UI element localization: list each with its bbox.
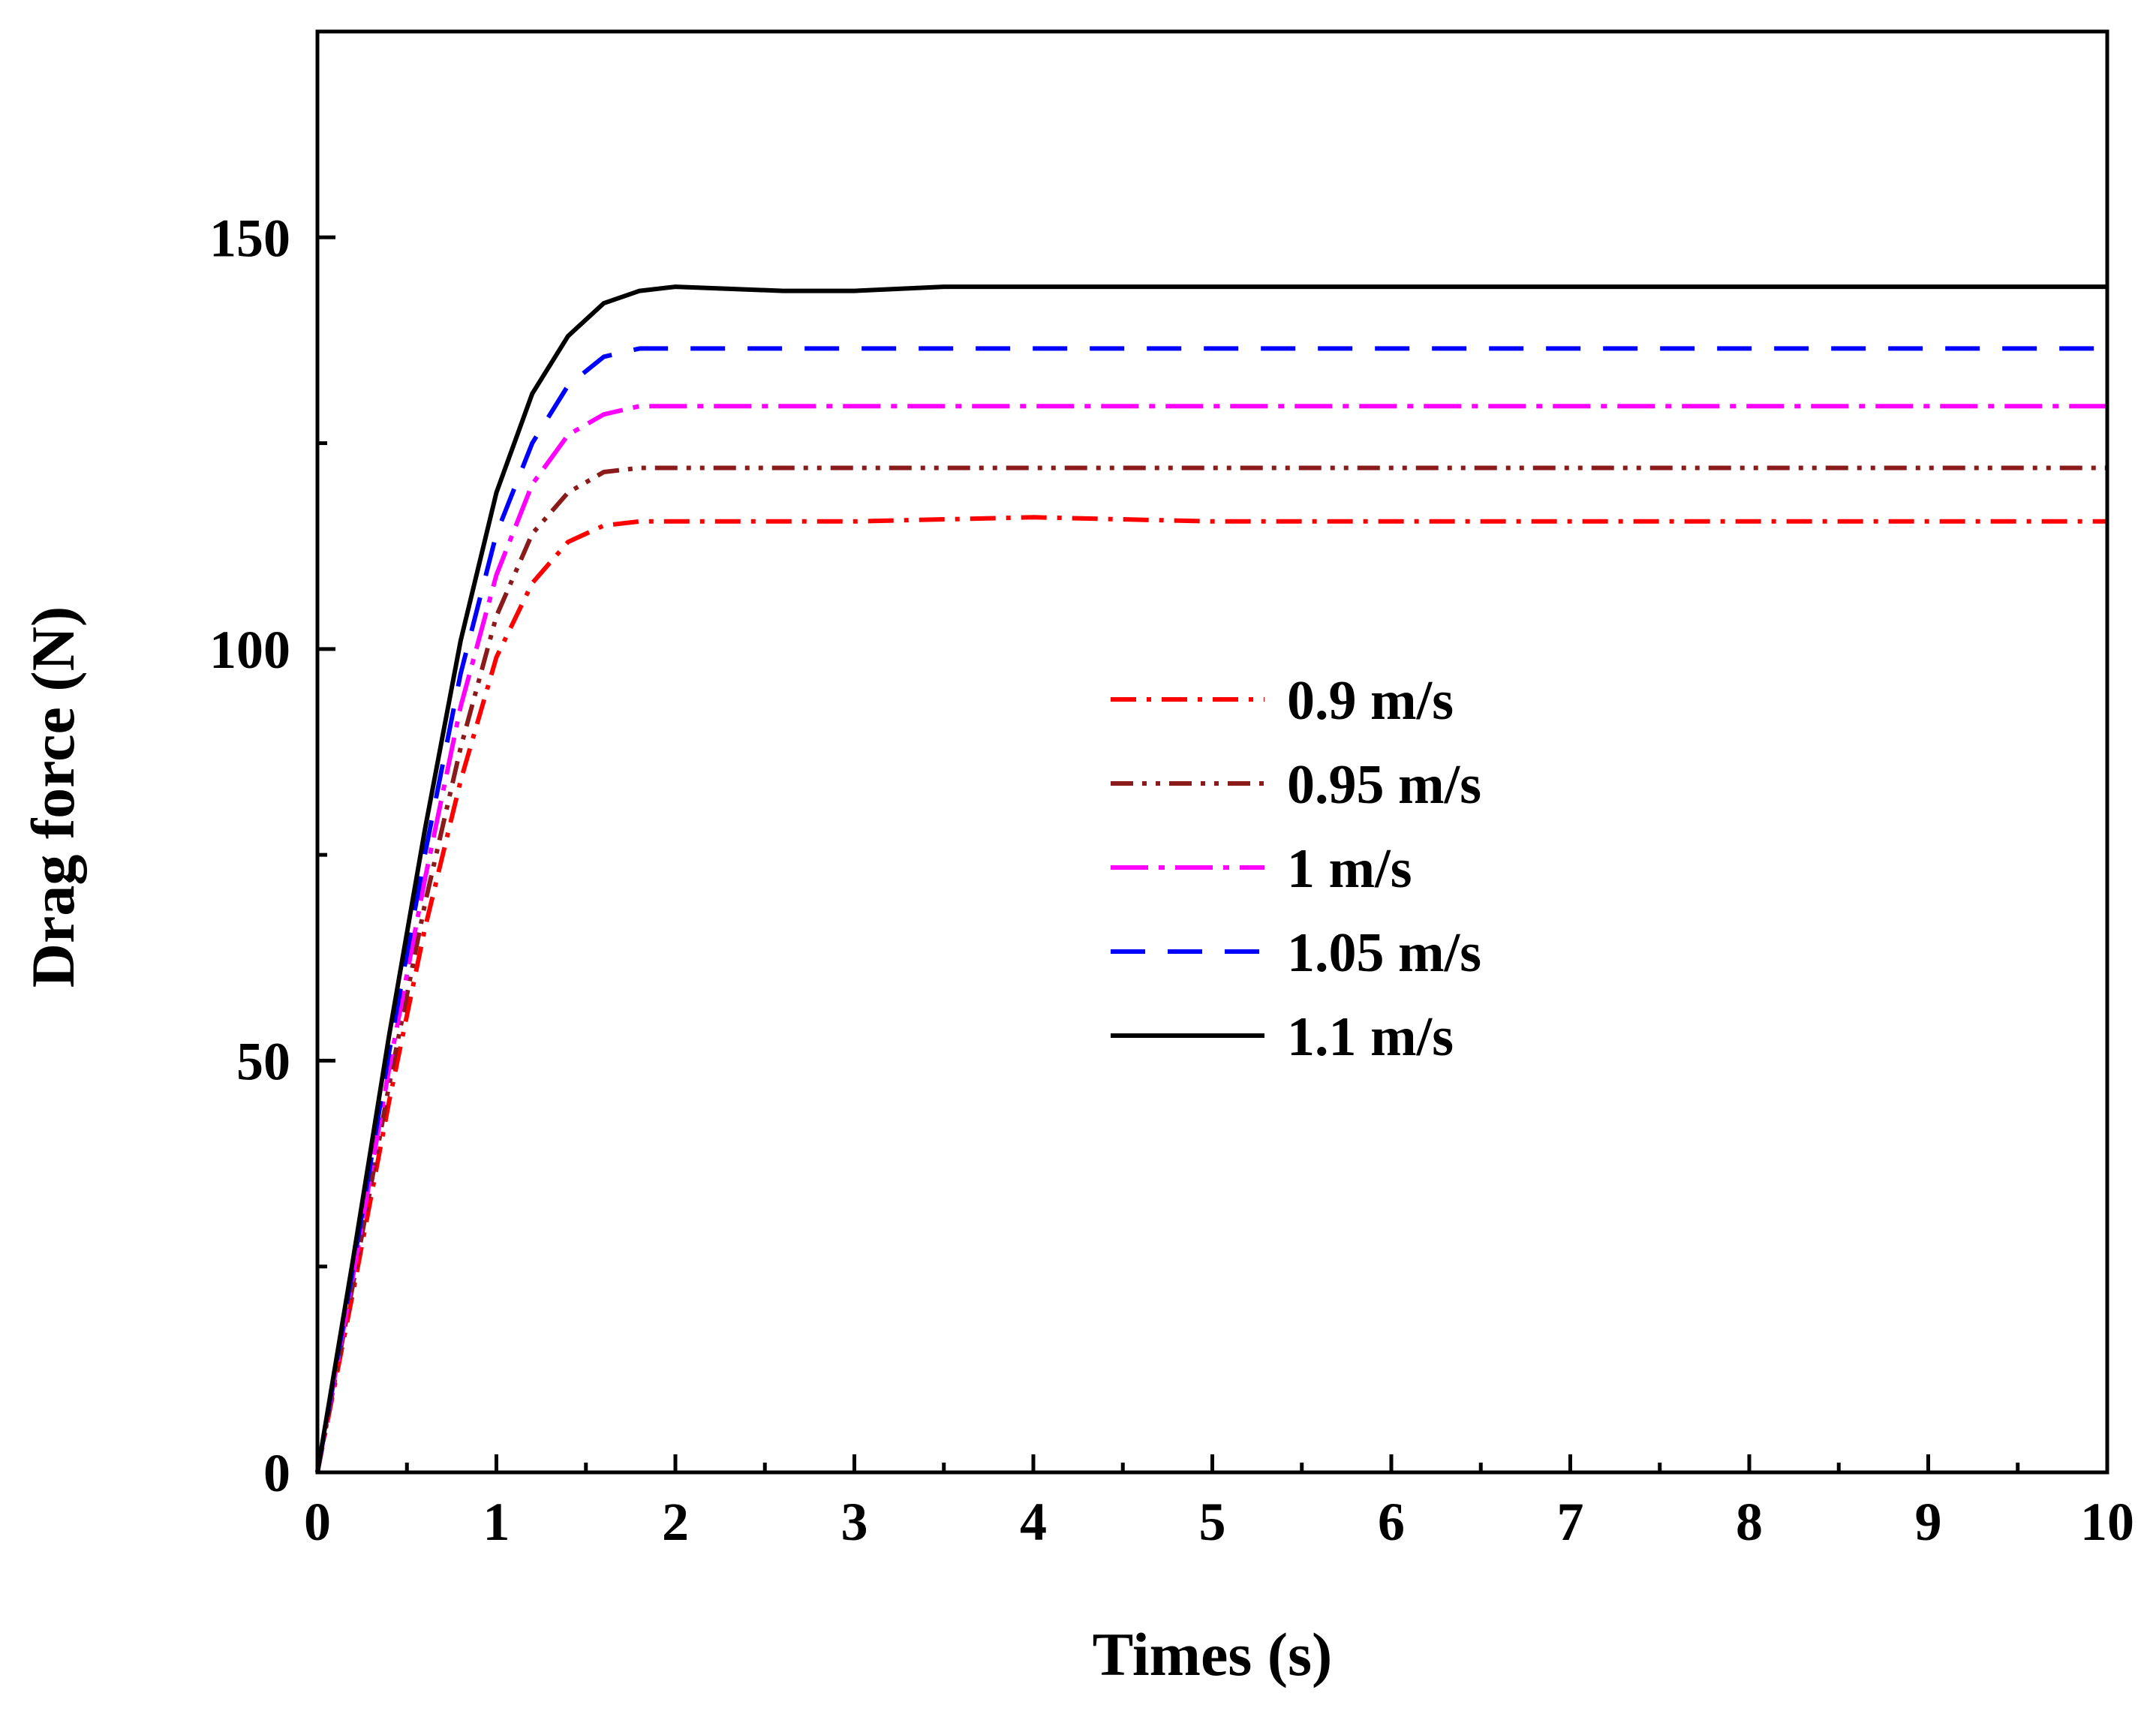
x-tick-label: 4 bbox=[1020, 1492, 1047, 1552]
x-axis-tick-labels: 0 1 2 3 4 5 6 7 8 9 10 bbox=[304, 1492, 2134, 1552]
y-tick-label: 0 bbox=[263, 1443, 290, 1503]
x-tick-label: 3 bbox=[841, 1492, 868, 1552]
series-line-3 bbox=[315, 404, 2107, 1473]
y-axis-tick-labels: 0 50 100 150 bbox=[209, 208, 290, 1503]
plot-lines bbox=[315, 284, 2107, 1473]
y-tick-label: 150 bbox=[209, 208, 290, 268]
legend-label-4: 1.05 m/s bbox=[1287, 922, 1481, 984]
legend-label-2: 0.95 m/s bbox=[1287, 754, 1481, 816]
legend: 0.9 m/s 0.95 m/s 1 m/s 1.05 m/s 1.1 m/s bbox=[1111, 670, 1481, 1068]
legend-label-1: 0.9 m/s bbox=[1287, 670, 1454, 732]
y-tick-label: 50 bbox=[236, 1031, 290, 1091]
x-tick-label: 2 bbox=[662, 1492, 689, 1552]
x-axis-ticks bbox=[315, 1454, 2109, 1472]
legend-label-3: 1 m/s bbox=[1287, 838, 1412, 900]
x-tick-label: 0 bbox=[304, 1492, 331, 1552]
x-axis-title: Times (s) bbox=[1093, 1620, 1333, 1688]
x-tick-label: 9 bbox=[1915, 1492, 1942, 1552]
x-tick-label: 1 bbox=[483, 1492, 510, 1552]
series-line-5 bbox=[315, 284, 2107, 1473]
x-tick-label: 10 bbox=[2080, 1492, 2134, 1552]
y-axis-title: Drag force (N) bbox=[19, 606, 87, 988]
legend-label-5: 1.1 m/s bbox=[1287, 1006, 1454, 1068]
x-tick-label: 7 bbox=[1557, 1492, 1584, 1552]
series-line-4 bbox=[315, 346, 2107, 1473]
x-tick-label: 5 bbox=[1199, 1492, 1226, 1552]
x-tick-label: 8 bbox=[1736, 1492, 1763, 1552]
y-tick-label: 100 bbox=[209, 620, 290, 680]
series-line-1 bbox=[315, 515, 2107, 1473]
y-axis-ticks bbox=[317, 235, 335, 1475]
x-tick-label: 6 bbox=[1378, 1492, 1405, 1552]
